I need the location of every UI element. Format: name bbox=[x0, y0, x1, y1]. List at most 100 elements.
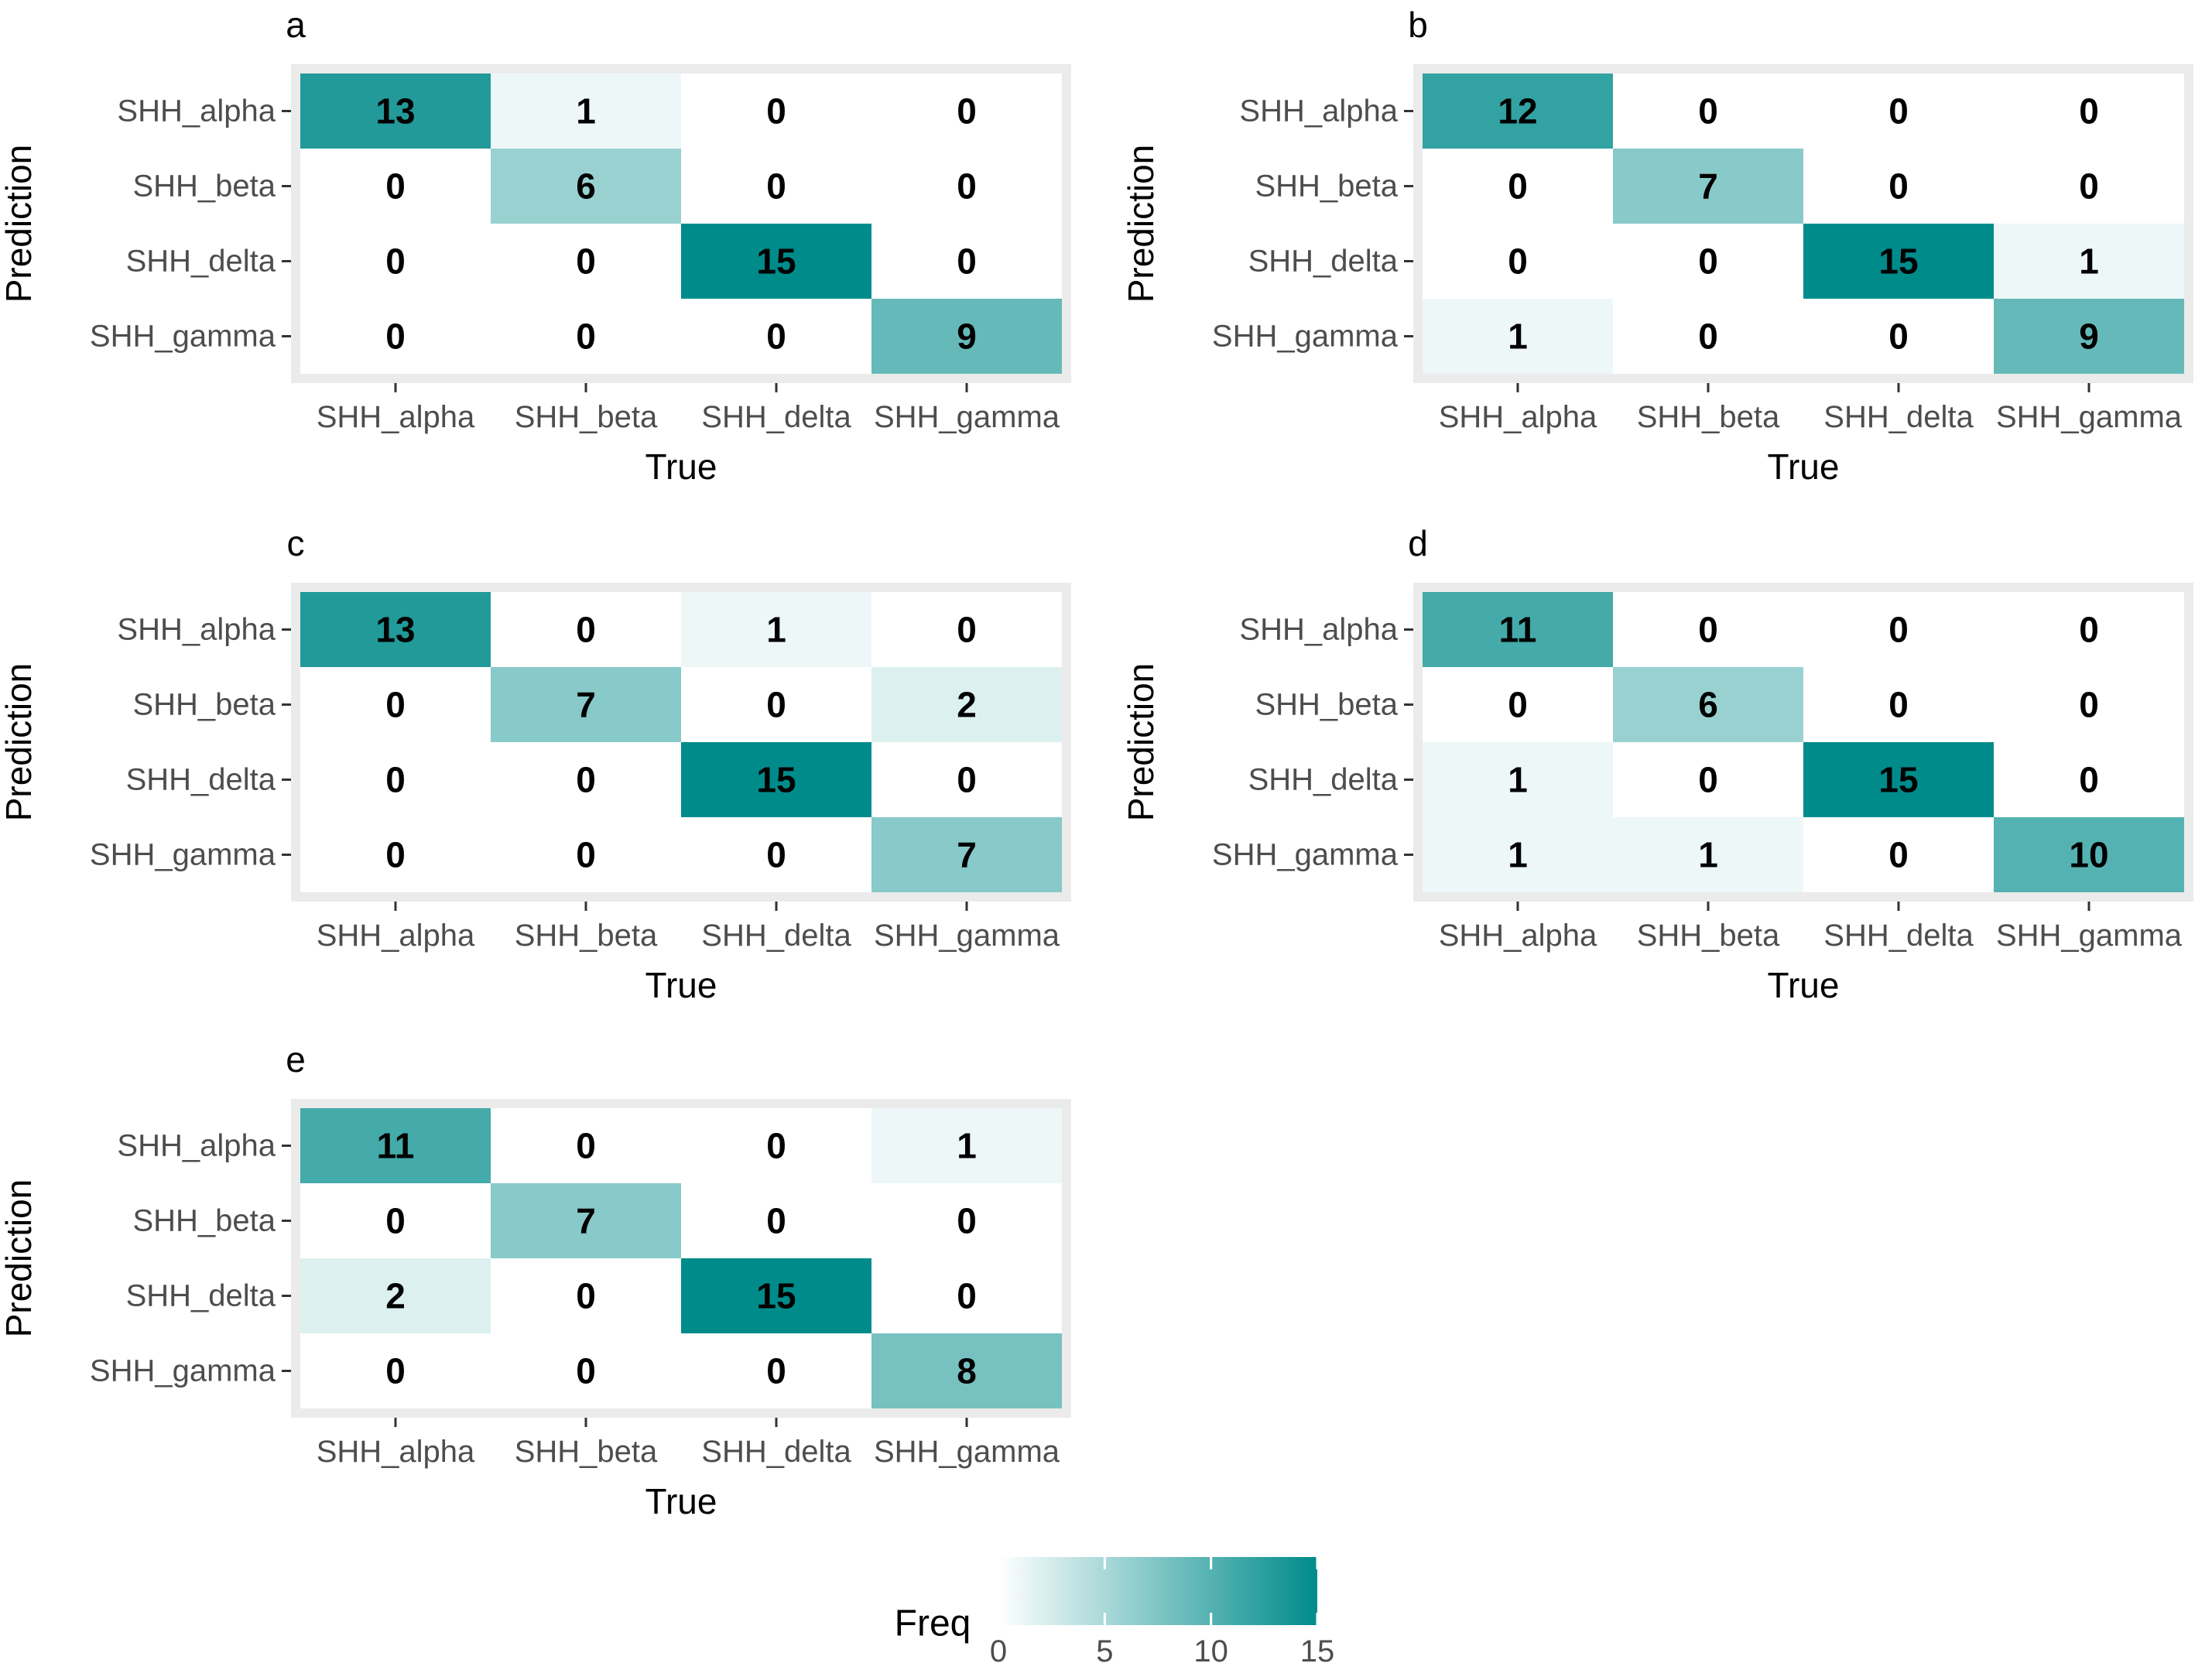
x-axis-title: True bbox=[645, 965, 717, 1005]
heatmap-cell bbox=[1803, 74, 1994, 149]
heatmap-cell bbox=[300, 299, 491, 374]
cell-value-label: 15 bbox=[756, 760, 796, 800]
legend-title: Freq bbox=[895, 1603, 971, 1644]
cell-value-label: 0 bbox=[385, 1351, 406, 1391]
cell-value-label: 0 bbox=[1698, 317, 1718, 357]
panel-e: e 11 0 0 1 0 7 0 0 2 0 15 0 0 0 0 8 SHH_alpha SHH_beta SHH_… bbox=[0, 1039, 1071, 1521]
cell-value-label: 0 bbox=[576, 1351, 596, 1391]
heatmap-cell bbox=[1423, 817, 1613, 892]
panel-b: b 12 0 0 0 0 7 0 0 0 0 15 1 1 0 0 9 SHH_alpha SHH_beta SHH_… bbox=[1121, 5, 2193, 487]
x-tick-label: SHH_beta bbox=[1637, 400, 1780, 434]
x-tick-label: SHH_delta bbox=[1823, 919, 1974, 953]
heatmap-cell bbox=[1423, 667, 1613, 742]
cell-value-label: 15 bbox=[756, 1276, 796, 1316]
heatmap-cell bbox=[1423, 74, 1613, 149]
heatmap-cell bbox=[681, 817, 871, 892]
y-tick-label: SHH_delta bbox=[126, 763, 276, 797]
y-tick-label: SHH_beta bbox=[132, 688, 276, 722]
heatmap-cell bbox=[871, 667, 1062, 742]
heatmap-cell bbox=[681, 299, 871, 374]
cell-value-label: 1 bbox=[957, 1126, 977, 1166]
cell-value-label: 0 bbox=[766, 1351, 786, 1391]
x-tick-label: SHH_alpha bbox=[317, 400, 475, 434]
y-axis-title: Prediction bbox=[1121, 663, 1161, 822]
cell-value-label: 0 bbox=[1888, 685, 1909, 725]
heatmap-cell bbox=[491, 667, 681, 742]
heatmap-cell bbox=[491, 149, 681, 224]
cell-value-label: 0 bbox=[1698, 610, 1718, 650]
heatmap-cell bbox=[491, 1258, 681, 1333]
heatmap-cell bbox=[681, 592, 871, 667]
cell-value-label: 0 bbox=[766, 1201, 786, 1241]
panel-label: d bbox=[1408, 523, 1428, 563]
heatmap-cell bbox=[300, 1258, 491, 1333]
cell-value-label: 0 bbox=[1508, 241, 1528, 282]
cell-value-label: 0 bbox=[766, 317, 786, 357]
heatmap-cell bbox=[1994, 592, 2184, 667]
cell-value-label: 7 bbox=[1698, 166, 1718, 207]
heatmap-cell bbox=[681, 149, 871, 224]
y-tick-label: SHH_alpha bbox=[1239, 613, 1398, 647]
heatmap-cell bbox=[491, 299, 681, 374]
heatmap-cell bbox=[1423, 299, 1613, 374]
x-tick-label: SHH_alpha bbox=[1439, 919, 1597, 953]
x-tick-label: SHH_beta bbox=[515, 919, 658, 953]
heatmap-cell bbox=[300, 149, 491, 224]
panel-d: d11 0 0 00 6 0 01 0 15 01 1 0 10SHH_alphaSHH_betaSHH… bbox=[1121, 523, 2193, 1005]
heatmap-cell bbox=[681, 1108, 871, 1183]
heatmap-cell bbox=[1613, 742, 1803, 817]
cell-value-label: 0 bbox=[2079, 166, 2099, 207]
cell-value-label: 6 bbox=[1698, 685, 1718, 725]
cell-value-label: 0 bbox=[1888, 317, 1909, 357]
heatmap-cell bbox=[300, 667, 491, 742]
cell-value-label: 0 bbox=[1508, 166, 1528, 207]
panel-label: c bbox=[287, 523, 305, 563]
cell-value-label: 1 bbox=[1508, 317, 1528, 357]
legend-tick-label: 10 bbox=[1193, 1634, 1228, 1668]
heatmap-cell bbox=[300, 1333, 491, 1408]
y-tick-label: SHH_alpha bbox=[117, 613, 276, 647]
cell-value-label: 0 bbox=[1698, 760, 1718, 800]
cell-value-label: 0 bbox=[957, 760, 977, 800]
x-tick-label: SHH_gamma bbox=[874, 400, 1060, 434]
heatmap-cell bbox=[681, 1333, 871, 1408]
freq-legend: Freq 0 5 10 15 bbox=[895, 1557, 1334, 1668]
y-tick-label: SHH_delta bbox=[1248, 763, 1399, 797]
cell-value-label: 0 bbox=[385, 685, 406, 725]
cell-value-label: 13 bbox=[375, 610, 415, 650]
cell-value-label: 0 bbox=[576, 1276, 596, 1316]
heatmap-cell bbox=[681, 1183, 871, 1258]
heatmap-cell bbox=[300, 74, 491, 149]
heatmap-cell bbox=[871, 1258, 1062, 1333]
cell-value-label: 0 bbox=[385, 835, 406, 875]
heatmap-cell bbox=[1994, 149, 2184, 224]
y-tick-label: SHH_gamma bbox=[90, 1354, 276, 1388]
panel-c: c 13 0 1 0 0 7 0 2 0 0 15 0 0 0 0 7 SHH_alpha SHH_beta SHH_… bbox=[0, 523, 1071, 1005]
heatmap-cell bbox=[491, 742, 681, 817]
cell-value-label: 0 bbox=[957, 1276, 977, 1316]
x-tick-label: SHH_gamma bbox=[1996, 919, 2183, 953]
heatmap-cell bbox=[871, 224, 1062, 299]
heatmap-cell bbox=[1423, 742, 1613, 817]
heatmap-cell bbox=[491, 817, 681, 892]
heatmap-cell bbox=[871, 1108, 1062, 1183]
heatmap-cell bbox=[300, 817, 491, 892]
cell-value-label: 2 bbox=[957, 685, 977, 725]
cell-value-label: 0 bbox=[957, 166, 977, 207]
panel-label: a bbox=[286, 5, 306, 45]
heatmap-cell bbox=[1803, 817, 1994, 892]
x-tick-label: SHH_gamma bbox=[1996, 400, 2183, 434]
cell-value-label: 7 bbox=[957, 835, 977, 875]
heatmap-cell bbox=[871, 742, 1062, 817]
cell-value-label: 1 bbox=[2079, 241, 2099, 282]
cell-value-label: 7 bbox=[576, 685, 596, 725]
cell-value-label: 0 bbox=[576, 241, 596, 282]
cell-value-label: 0 bbox=[1508, 685, 1528, 725]
cell-value-label: 0 bbox=[385, 1201, 406, 1241]
y-tick-label: SHH_beta bbox=[1255, 688, 1398, 722]
cell-value-label: 7 bbox=[576, 1201, 596, 1241]
panels-layer: a13 1 0 00 6 0 00 0 15 00 0 0 9SHH_alphaSHH_betaSHH_… bbox=[0, 5, 2193, 1521]
cell-value-label: 15 bbox=[1878, 241, 1918, 282]
cell-value-label: 0 bbox=[576, 760, 596, 800]
